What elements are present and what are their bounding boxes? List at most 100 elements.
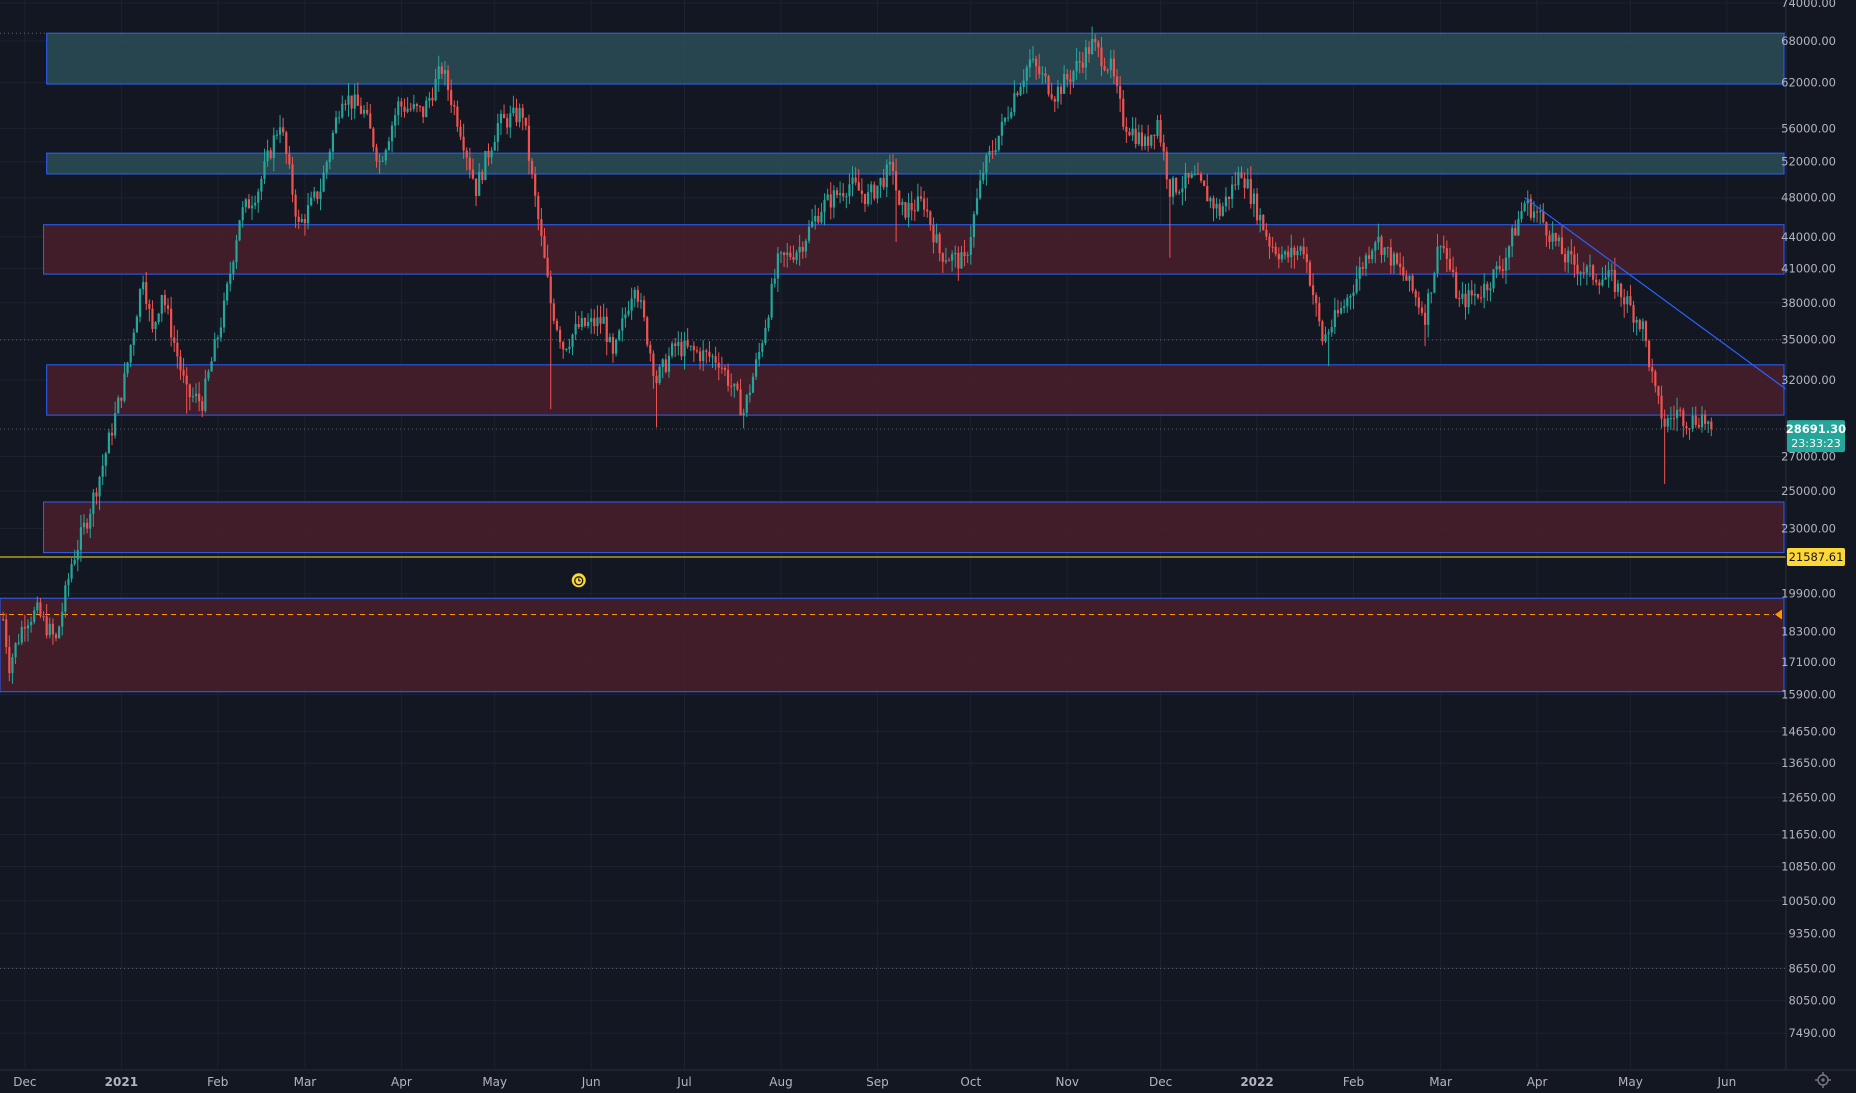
candle-down	[1066, 69, 1069, 88]
candle-down	[1187, 172, 1190, 185]
candle-body	[935, 234, 938, 243]
price-tick-label: 68000.00	[1781, 34, 1836, 48]
candle-up	[1610, 263, 1613, 282]
candle-body	[1308, 262, 1312, 286]
price-axis[interactable]: 74000.00 68000.00 62000.00 56000.00 52000.00…	[1781, 0, 1856, 1093]
candle-body	[20, 627, 23, 643]
candle-body	[412, 104, 415, 109]
candle-body	[1187, 172, 1190, 178]
candle-body	[839, 193, 842, 196]
candle-body	[947, 260, 951, 262]
candle-body	[1252, 193, 1256, 205]
candle-body	[397, 101, 400, 116]
candle-body	[98, 476, 101, 497]
candle-body	[61, 611, 64, 627]
candle-body	[1604, 277, 1607, 280]
candle-up	[1013, 80, 1016, 116]
candle-body	[1417, 297, 1420, 308]
candle-body	[1535, 211, 1539, 213]
candle-down	[674, 337, 677, 357]
candle-body	[941, 253, 944, 262]
candle-body	[1560, 237, 1564, 255]
candle-down	[1249, 166, 1252, 209]
candle-up	[1374, 240, 1377, 264]
candle-down	[1044, 67, 1047, 84]
candle-body	[614, 339, 618, 354]
candle-body	[201, 401, 204, 411]
candle-body	[409, 108, 412, 110]
candle-body	[1249, 179, 1252, 205]
candle-up	[496, 113, 499, 152]
candle-body	[260, 178, 263, 192]
candle-body	[891, 161, 895, 172]
candle-body	[630, 298, 633, 311]
candle-body	[723, 367, 727, 371]
candle-body	[1091, 38, 1094, 54]
candle-up	[490, 147, 493, 164]
candle-up	[851, 166, 854, 197]
candle-up	[157, 312, 160, 325]
candle-down	[1308, 259, 1312, 287]
candle-down	[792, 245, 795, 263]
candle-body	[854, 177, 857, 183]
candle-body	[341, 103, 344, 118]
candle-body	[1016, 93, 1019, 96]
candle-down	[1458, 290, 1461, 307]
candle-up	[98, 475, 101, 511]
candle-body	[425, 100, 428, 117]
candle-down	[1529, 194, 1532, 221]
candle-up	[820, 202, 823, 225]
candle-up	[213, 332, 216, 362]
settings-gear-icon[interactable]	[1815, 1072, 1831, 1088]
candle-down	[1685, 421, 1688, 435]
candle-body	[446, 70, 450, 91]
candle-body	[1489, 288, 1492, 291]
candle-down	[910, 191, 913, 221]
candle-up	[61, 602, 64, 636]
candle-body	[873, 184, 876, 199]
candle-down	[736, 381, 739, 392]
candle-body	[1629, 296, 1632, 306]
candle-body	[571, 334, 574, 347]
candle-down	[1710, 417, 1713, 437]
candle-up	[754, 352, 758, 380]
candle-body	[145, 282, 148, 304]
candle-body	[782, 252, 786, 256]
candle-body	[1175, 177, 1178, 193]
candle-body	[1517, 218, 1520, 236]
candle-up	[1000, 113, 1004, 146]
candle-down	[1380, 234, 1383, 264]
candle-down	[1613, 257, 1616, 299]
candle-up	[1324, 326, 1327, 344]
candle-body	[8, 647, 11, 674]
price-tick-label: 10050.00	[1781, 894, 1836, 908]
candle-down	[198, 381, 201, 412]
time-axis[interactable]: Dec 2021 Feb Mar Apr May Jun Jul Aug Sep Oct Nov Dec…	[0, 1069, 1856, 1093]
candle-up	[602, 303, 605, 324]
candle-body	[1607, 270, 1610, 278]
candle-body	[568, 346, 571, 349]
candle-body	[362, 109, 366, 114]
candle-body	[291, 164, 294, 195]
candle-body	[306, 205, 310, 224]
candle-body	[540, 219, 543, 237]
candle-down	[957, 246, 960, 281]
resistance-zone	[46, 32, 1785, 85]
candle-body	[1445, 248, 1448, 259]
candle-body	[1109, 58, 1112, 71]
candle-body	[1529, 198, 1532, 218]
candle-down	[1476, 293, 1480, 300]
candle-body	[1287, 251, 1290, 258]
candle-up	[1607, 261, 1610, 288]
candle-up	[975, 188, 979, 216]
candle-up	[154, 321, 157, 342]
candle-down	[947, 257, 951, 262]
candle-up	[1616, 279, 1620, 297]
candle-body	[842, 193, 845, 197]
candle-down	[1563, 248, 1567, 272]
candle-down	[1694, 406, 1697, 428]
candle-down	[1405, 270, 1408, 281]
time-tick-label: Sep	[866, 1075, 889, 1089]
